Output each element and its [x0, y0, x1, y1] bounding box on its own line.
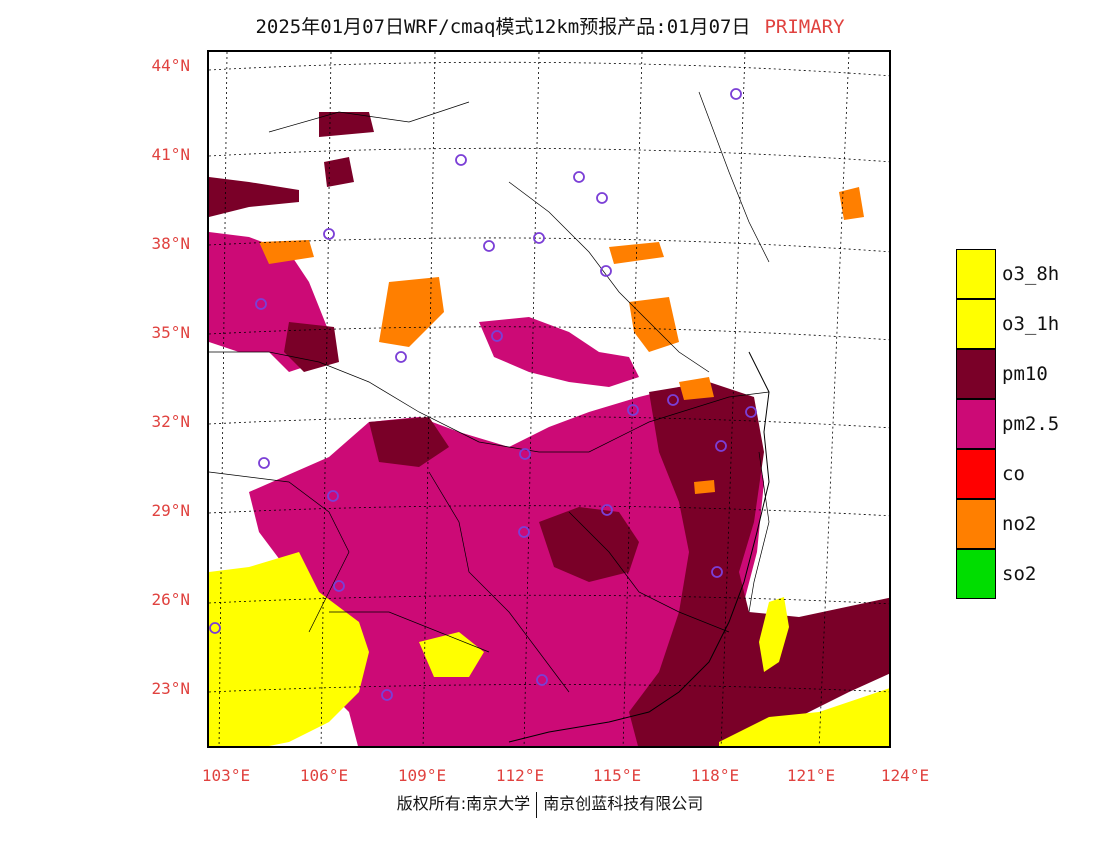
lon-label-121: 121°E — [786, 766, 836, 785]
legend-item-pm25: pm2.5 — [956, 399, 1076, 449]
footer-separator — [536, 791, 538, 818]
lat-label-26: 26°N — [151, 590, 190, 609]
lat-label-29: 29°N — [151, 501, 190, 520]
taiwan-region — [759, 597, 789, 672]
o3-region-sea — [719, 688, 889, 746]
legend-swatch-co — [956, 449, 996, 499]
legend-item-so2: so2 — [956, 549, 1076, 599]
legend-item-o3-1h: o3_1h — [956, 299, 1076, 349]
graticule — [209, 52, 889, 746]
lon-label-112: 112°E — [495, 766, 545, 785]
lon-label-118: 118°E — [690, 766, 740, 785]
legend-label-so2: so2 — [1002, 563, 1037, 585]
footer-left: 版权所有:南京大学 — [396, 794, 531, 813]
pm25-region-central — [479, 317, 639, 387]
province-borders — [209, 91, 770, 693]
pm10-region-north — [209, 112, 449, 467]
title-bar: 2025年01月07日WRF/cmaq模式12km预报产品:01月07日 PRIM… — [0, 12, 1100, 39]
legend-swatch-o3-1h — [956, 299, 996, 349]
lon-label-109: 109°E — [397, 766, 447, 785]
legend-item-no2: no2 — [956, 499, 1076, 549]
legend-swatch-o3-8h — [956, 249, 996, 299]
legend-swatch-so2 — [956, 549, 996, 599]
legend: o3_8h o3_1h pm10 pm2.5 co no2 so2 — [956, 249, 1076, 599]
legend-label-pm10: pm10 — [1002, 363, 1048, 385]
legend-swatch-no2 — [956, 499, 996, 549]
station-markers — [209, 88, 757, 701]
map-title: 2025年01月07日WRF/cmaq模式12km预报产品:01月07日 — [255, 16, 751, 38]
legend-item-co: co — [956, 449, 1076, 499]
pm10-region-core — [539, 507, 639, 582]
legend-label-o3-8h: o3_8h — [1002, 263, 1060, 285]
lat-label-38: 38°N — [151, 234, 190, 253]
lon-label-106: 106°E — [299, 766, 349, 785]
lat-label-44: 44°N — [151, 56, 190, 75]
mode-label: PRIMARY — [764, 16, 845, 38]
coastline — [508, 351, 770, 743]
lat-label-41: 41°N — [151, 145, 190, 164]
pm25-region-south — [249, 387, 764, 746]
legend-label-no2: no2 — [1002, 513, 1037, 535]
legend-label-pm25: pm2.5 — [1002, 413, 1060, 435]
lon-label-103: 103°E — [201, 766, 251, 785]
o3-region-southwest — [209, 552, 369, 746]
no2-patch-east — [679, 377, 715, 494]
pollution-map[interactable] — [207, 50, 891, 748]
footer-right: 南京创蓝科技有限公司 — [543, 794, 704, 813]
map-svg — [209, 52, 889, 746]
legend-item-pm10: pm10 — [956, 349, 1076, 399]
legend-label-o3-1h: o3_1h — [1002, 313, 1060, 335]
legend-label-co: co — [1002, 463, 1025, 485]
legend-item-o3-8h: o3_8h — [956, 249, 1076, 299]
lat-label-23: 23°N — [151, 679, 190, 698]
copyright-footer: 版权所有:南京大学 南京创蓝科技有限公司 — [0, 790, 1100, 818]
legend-swatch-pm10 — [956, 349, 996, 399]
lat-label-32: 32°N — [151, 412, 190, 431]
legend-swatch-pm25 — [956, 399, 996, 449]
lon-label-115: 115°E — [592, 766, 642, 785]
pm10-region-southeast — [629, 382, 889, 746]
no2-patch-north — [259, 187, 864, 352]
lon-label-124: 124°E — [880, 766, 930, 785]
lat-label-35: 35°N — [151, 323, 190, 342]
